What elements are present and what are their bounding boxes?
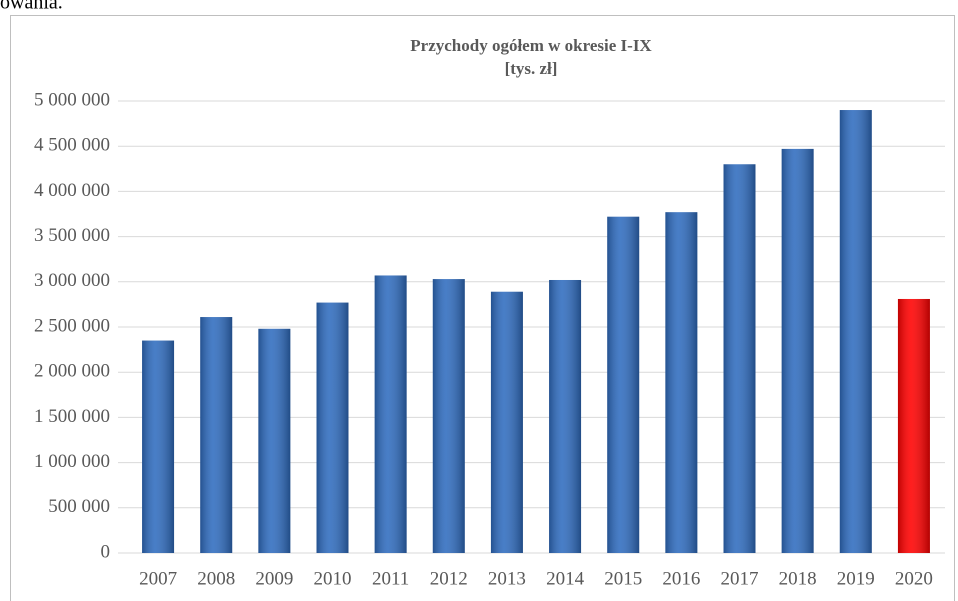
- chart-title: Przychody ogółem w okresie I-IX: [410, 36, 652, 55]
- y-tick-label: 4 500 000: [34, 135, 110, 156]
- x-tick-label: 2015: [604, 568, 642, 589]
- bar: [665, 212, 698, 553]
- x-tick-label: 2012: [430, 568, 468, 589]
- x-tick-label: 2018: [779, 568, 817, 589]
- x-tick-label: 2011: [372, 568, 409, 589]
- caption-fragment: owania.: [0, 0, 63, 14]
- bar: [781, 148, 814, 554]
- bar: [200, 317, 233, 553]
- x-tick-label: 2020: [895, 568, 933, 589]
- x-tick-label: 2008: [197, 568, 235, 589]
- y-tick-label: 2 000 000: [34, 361, 110, 382]
- y-tick-label: 2 500 000: [34, 315, 110, 336]
- bar: [897, 298, 930, 553]
- x-tick-label: 2009: [255, 568, 293, 589]
- y-tick-label: 1 500 000: [34, 406, 110, 427]
- y-tick-label: 3 500 000: [34, 225, 110, 246]
- bar: [549, 279, 582, 553]
- y-tick-label: 4 000 000: [34, 180, 110, 201]
- y-tick-label: 1 000 000: [34, 451, 110, 472]
- x-tick-label: 2010: [314, 568, 352, 589]
- x-tick-label: 2019: [837, 568, 875, 589]
- bar: [316, 302, 349, 553]
- chart-frame: [10, 15, 955, 601]
- bar: [607, 216, 640, 553]
- chart-subtitle: [tys. zł]: [505, 59, 558, 78]
- x-tick-label: 2007: [139, 568, 177, 589]
- bar: [374, 275, 407, 553]
- bar: [490, 291, 523, 553]
- bar: [839, 110, 872, 553]
- x-tick-label: 2017: [721, 568, 759, 589]
- y-tick-label: 5 000 000: [34, 89, 110, 110]
- bar: [432, 279, 465, 553]
- bar: [258, 328, 291, 553]
- y-tick-label: 0: [101, 541, 111, 562]
- bar: [723, 164, 756, 553]
- y-tick-label: 3 000 000: [34, 270, 110, 291]
- bar: [142, 340, 175, 553]
- x-tick-label: 2013: [488, 568, 526, 589]
- x-tick-label: 2016: [662, 568, 700, 589]
- y-tick-label: 500 000: [48, 496, 110, 517]
- x-tick-label: 2014: [546, 568, 585, 589]
